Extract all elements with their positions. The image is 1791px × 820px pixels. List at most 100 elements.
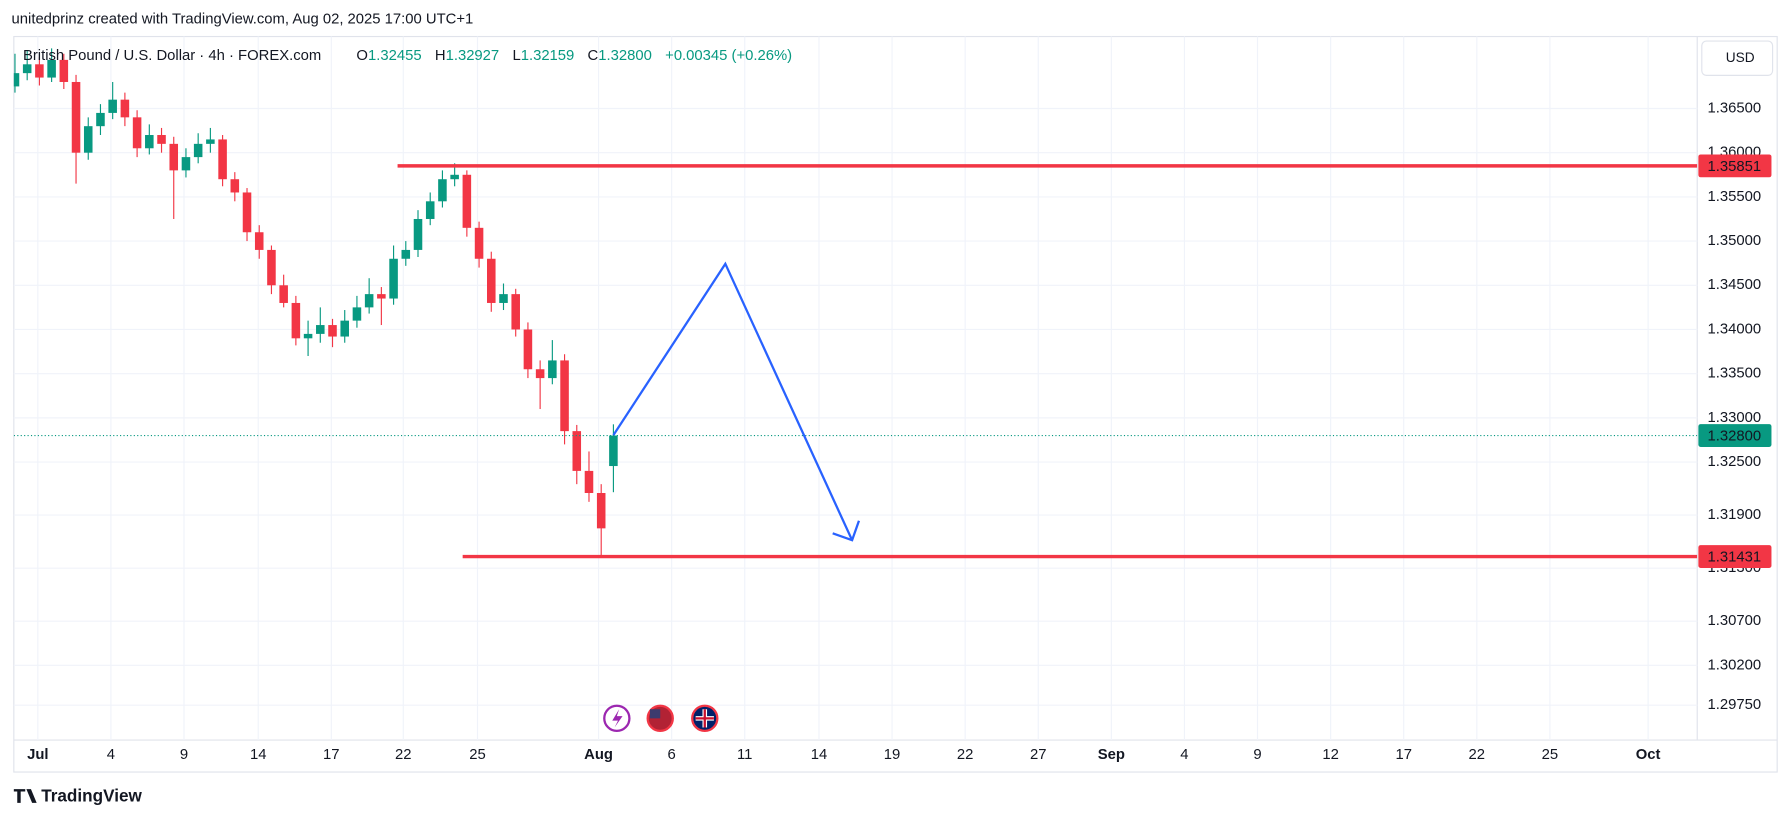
candle-body <box>548 360 557 379</box>
x-tick-label: 25 <box>1542 747 1559 763</box>
candle-body <box>474 227 484 259</box>
candle-body <box>22 64 32 74</box>
candle-body <box>352 307 362 321</box>
y-tick-label: 1.34000 <box>1708 321 1762 337</box>
flag-cross-red <box>695 709 714 728</box>
ohlc-legend: O1.32455 H1.32927 L1.32159 C1.32800 +0.0… <box>356 48 792 64</box>
candle-body <box>169 143 179 171</box>
x-tick-label: 4 <box>107 747 115 763</box>
candle-body <box>560 360 569 432</box>
candle-body <box>132 117 142 149</box>
flag-canton <box>649 709 661 719</box>
x-tick-label: 9 <box>1253 747 1261 763</box>
level-label: 1.31431 <box>1708 550 1762 566</box>
x-tick-label: Sep <box>1098 747 1125 763</box>
x-tick-label: 11 <box>737 747 752 763</box>
x-tick-label: 27 <box>1030 747 1047 763</box>
candle-body <box>303 333 313 339</box>
open-label: O <box>356 48 368 64</box>
candle-body <box>230 179 240 193</box>
close-label: C <box>588 48 599 64</box>
high-label: H <box>435 48 446 64</box>
y-tick-label: 1.33000 <box>1708 410 1762 426</box>
candle-body <box>206 139 215 144</box>
candle-body <box>71 81 81 153</box>
y-tick-label: 1.30200 <box>1708 657 1762 673</box>
candle-body <box>35 64 44 78</box>
candle-body <box>413 218 423 250</box>
candle-body <box>218 139 227 180</box>
close: 1.32800 <box>598 48 652 64</box>
y-tick-label: 1.34500 <box>1708 277 1762 293</box>
plot <box>13 48 1698 559</box>
candle-body <box>523 329 533 370</box>
y-tick-label: 1.35000 <box>1708 233 1762 249</box>
axis-labels: 1.297501.302001.307001.313001.319001.325… <box>27 100 1772 763</box>
candle-body <box>279 285 288 303</box>
candle-body <box>13 73 20 87</box>
candle-body <box>316 325 325 334</box>
x-tick-label: 14 <box>811 747 828 763</box>
x-tick-label: 19 <box>884 747 901 763</box>
symbol: British Pound / U.S. Dollar · 4h · FOREX… <box>23 48 321 64</box>
x-tick-label: 25 <box>469 747 486 763</box>
candle-body <box>291 302 301 339</box>
projection-arrow <box>612 261 854 541</box>
grid <box>13 36 1698 741</box>
x-tick-label: 14 <box>250 747 267 763</box>
currency[interactable]: USD <box>1726 50 1755 65</box>
x-tick-label: 4 <box>1180 747 1188 763</box>
candle-body <box>438 179 447 202</box>
logo <box>13 789 37 803</box>
x-tick-label: 22 <box>395 747 412 763</box>
currency-button[interactable] <box>1701 40 1774 76</box>
frame <box>13 35 1778 773</box>
candle-body <box>425 201 435 219</box>
candle-body <box>254 232 264 250</box>
candle-body <box>157 135 166 144</box>
y-tick-label: 1.30700 <box>1708 613 1762 629</box>
candle-body <box>596 493 606 529</box>
candle-body <box>96 112 105 127</box>
candle-body <box>108 99 117 113</box>
y-tick-label: 1.33500 <box>1708 366 1762 382</box>
candle-body <box>511 294 520 330</box>
x-tick-label: 22 <box>1469 747 1486 763</box>
candle-body <box>389 258 398 299</box>
candle-body <box>584 470 594 494</box>
low: 1.32159 <box>521 48 575 64</box>
candle-body <box>242 192 252 233</box>
brand: TradingView <box>41 786 142 806</box>
level-label: 1.35851 <box>1708 159 1762 175</box>
candle-body <box>462 174 472 228</box>
last-price-tag <box>1698 424 1772 447</box>
candle-body <box>145 135 154 149</box>
candle-body <box>499 294 508 303</box>
candle-body <box>535 369 545 379</box>
y-tick-label: 1.35500 <box>1708 189 1762 205</box>
candle-body <box>572 431 582 471</box>
y-tick-label: 1.32500 <box>1708 454 1762 470</box>
candle-body <box>401 249 411 259</box>
y-tick-label: 1.31900 <box>1708 507 1762 523</box>
x-tick-label: 17 <box>1395 747 1412 763</box>
candle-body <box>83 126 93 153</box>
x-tick-label: 22 <box>957 747 974 763</box>
x-tick-label: 9 <box>180 747 188 763</box>
candle-body <box>377 294 386 299</box>
candle-body <box>267 249 276 286</box>
candle-body <box>450 174 459 180</box>
x-tick-label: Jul <box>27 747 48 763</box>
credit: unitedprinz created with TradingView.com… <box>12 11 474 27</box>
candle-body <box>193 143 203 158</box>
candle-body <box>364 294 374 308</box>
change: +0.00345 (+0.26%) <box>665 48 792 64</box>
candle-body <box>120 99 130 118</box>
low-label: L <box>512 48 520 64</box>
x-tick-label: 6 <box>668 747 676 763</box>
y-tick-label: 1.36500 <box>1708 100 1762 116</box>
candle-body <box>487 258 496 303</box>
x-tick-label: 17 <box>323 747 340 763</box>
